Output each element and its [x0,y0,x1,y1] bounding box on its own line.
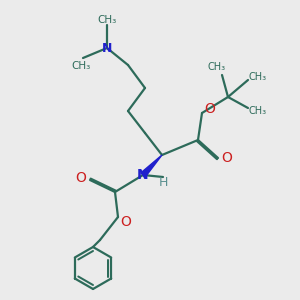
Text: CH₃: CH₃ [208,62,226,72]
Text: H: H [158,176,168,190]
Text: CH₃: CH₃ [249,106,267,116]
Text: N: N [137,168,149,182]
Text: O: O [121,215,131,229]
Polygon shape [141,155,162,177]
Text: CH₃: CH₃ [71,61,91,71]
Text: O: O [222,151,232,165]
Text: CH₃: CH₃ [249,72,267,82]
Text: N: N [102,41,112,55]
Text: CH₃: CH₃ [98,15,117,25]
Text: O: O [76,171,86,185]
Text: O: O [205,102,215,116]
